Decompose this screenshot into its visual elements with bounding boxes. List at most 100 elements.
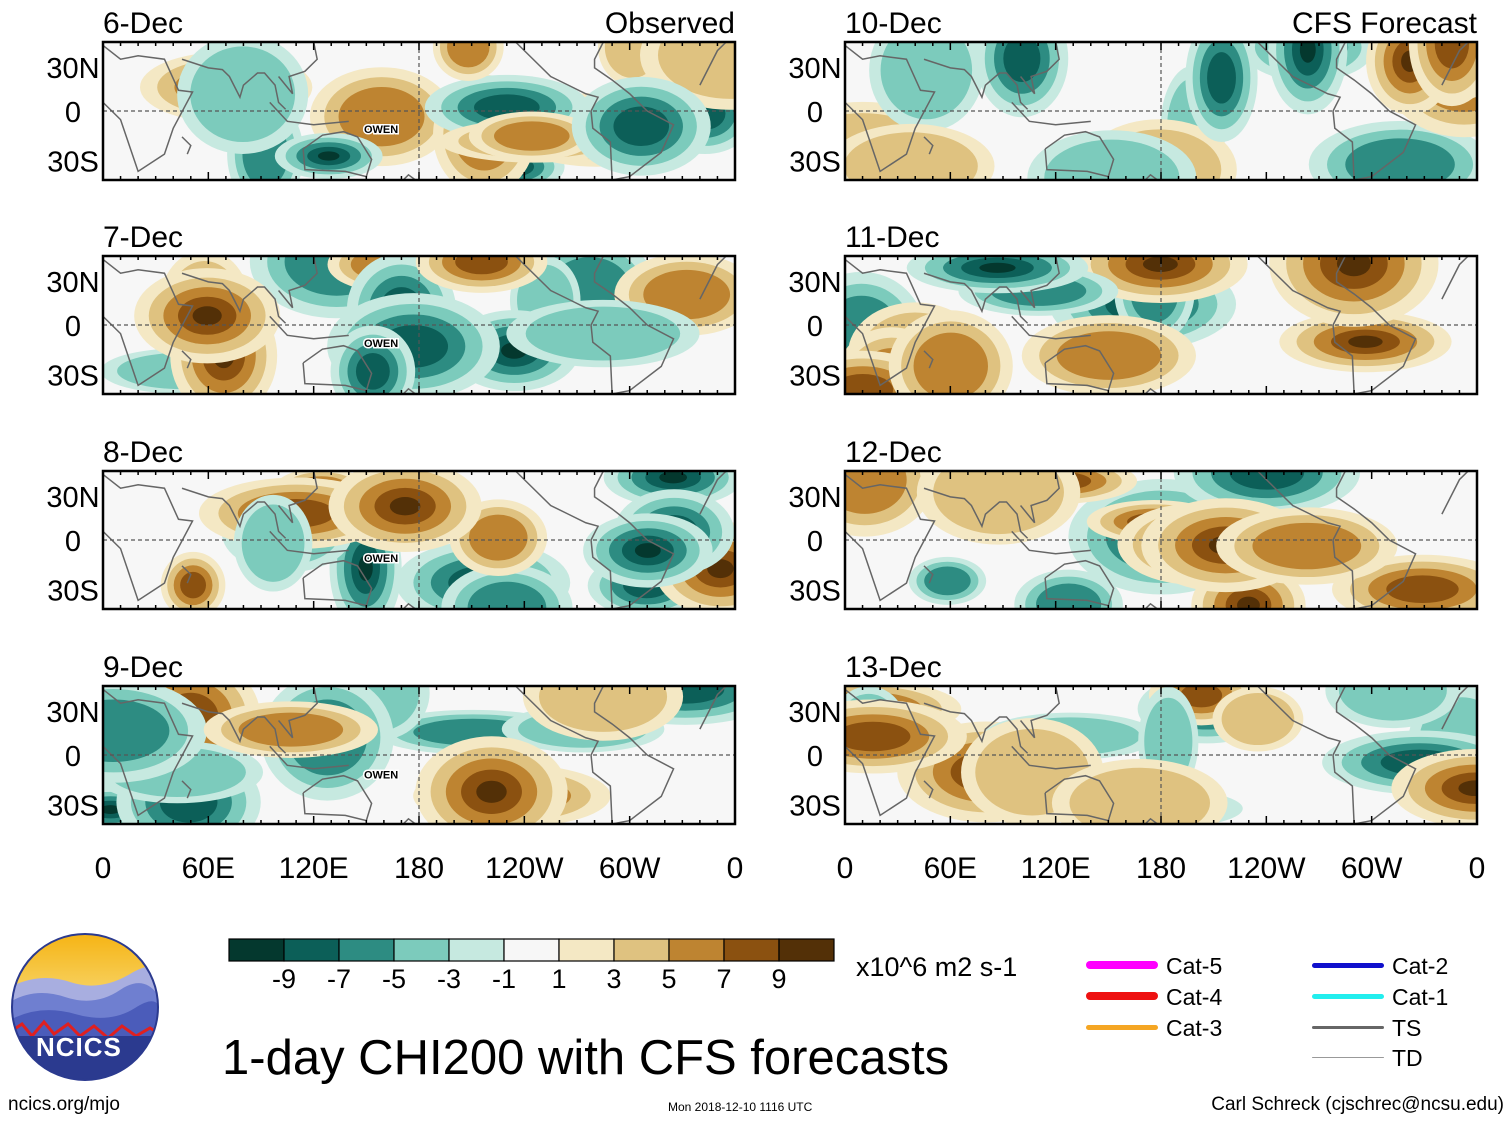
colorbar-tick-label: -5 xyxy=(381,964,406,994)
legend-label: Cat-5 xyxy=(1166,953,1223,979)
coastlines xyxy=(845,686,1469,824)
lat-label: 30S xyxy=(47,791,99,823)
lat-label: 30N xyxy=(788,697,841,729)
lon-label: 180 xyxy=(1136,852,1186,885)
lat-label: 30N xyxy=(46,53,99,85)
panel-date: 9-Dec xyxy=(103,651,183,684)
lat-label: 30S xyxy=(47,361,99,393)
storm-label: OWEN xyxy=(364,338,398,350)
legend-label: Cat-4 xyxy=(1166,984,1223,1010)
colorbar-tick-label: -7 xyxy=(326,964,351,994)
coastlines xyxy=(103,471,727,609)
lon-label: 120E xyxy=(1021,852,1091,885)
lat-label: 0 xyxy=(65,97,81,129)
colorbar-swatch xyxy=(668,938,725,962)
lat-label: 30S xyxy=(47,147,99,179)
map-panel-10-Dec: 10-Dec CFS Forecast 30N 0 30S xyxy=(788,7,1479,182)
legend-label: Cat-2 xyxy=(1392,953,1449,979)
colorbar-swatch xyxy=(613,938,670,962)
column-title: Observed xyxy=(605,7,735,40)
lat-label: 0 xyxy=(65,526,81,558)
coastlines xyxy=(103,686,727,824)
lat-label: 30S xyxy=(789,361,841,393)
map-panel-6-Dec: 6-Dec Observed OWEN 30N 0 30S xyxy=(46,7,737,182)
colorbar-swatch xyxy=(503,938,560,962)
colorbar-tick-label: 1 xyxy=(551,964,567,994)
legend-line-TD xyxy=(1312,1056,1384,1058)
lat-label: 30N xyxy=(788,53,841,85)
colorbar-units: x10^6 m2 s-1 xyxy=(856,952,1018,982)
lat-label: 30S xyxy=(47,576,99,608)
ncics-logo-icon xyxy=(11,933,159,1081)
colorbar-tick-label: -9 xyxy=(271,964,296,994)
coastlines xyxy=(845,42,1469,180)
colorbar-tick-label: -3 xyxy=(436,964,461,994)
storm-label: OWEN xyxy=(364,553,398,565)
lon-label: 60W xyxy=(599,852,661,885)
panel-date: 12-Dec xyxy=(845,436,942,469)
coastlines xyxy=(845,471,1469,609)
lat-label: 0 xyxy=(65,741,81,773)
colorbar-swatch xyxy=(558,938,615,962)
anomaly-field xyxy=(845,42,1477,180)
legend-line-Cat-2 xyxy=(1312,962,1384,968)
footer-timestamp: Mon 2018-12-10 1116 UTC xyxy=(668,1100,813,1114)
legend-label: Cat-1 xyxy=(1392,984,1449,1010)
legend-label: TS xyxy=(1392,1015,1422,1041)
colorbar-tick-label: 5 xyxy=(661,964,677,994)
lon-label: 60E xyxy=(182,852,235,885)
footer-website-link[interactable]: ncics.org/mjo xyxy=(8,1094,120,1115)
lon-label: 180 xyxy=(394,852,444,885)
lon-label: 60W xyxy=(1341,852,1403,885)
colorbar xyxy=(228,938,835,962)
colorbar-swatch xyxy=(338,938,395,962)
logo-text: NCICS xyxy=(36,1032,122,1062)
storm-label: OWEN xyxy=(364,769,398,781)
legend-line-Cat-4 xyxy=(1086,992,1158,1000)
panel-date: 6-Dec xyxy=(103,7,183,40)
lat-label: 30S xyxy=(789,791,841,823)
legend-line-TS xyxy=(1312,1025,1384,1029)
lat-label: 0 xyxy=(65,311,81,343)
lon-label: 120W xyxy=(1227,852,1306,885)
lon-label: 60E xyxy=(924,852,977,885)
colorbar-swatch xyxy=(723,938,780,962)
legend-line-Cat-5 xyxy=(1086,961,1158,969)
lon-label: 0 xyxy=(95,852,112,885)
lat-label: 0 xyxy=(807,311,823,343)
lon-label: 0 xyxy=(727,852,744,885)
storm-label: OWEN xyxy=(364,124,398,136)
lat-label: 0 xyxy=(807,741,823,773)
colorbar-swatch xyxy=(393,938,450,962)
lon-label: 0 xyxy=(837,852,854,885)
colorbar-swatch xyxy=(448,938,505,962)
legend-label: TD xyxy=(1392,1045,1423,1071)
colorbar-tick-label: -1 xyxy=(491,964,516,994)
footer-author: Carl Schreck (cjschrec@ncsu.edu) xyxy=(1211,1094,1504,1115)
lat-label: 30N xyxy=(788,482,841,514)
column-title: CFS Forecast xyxy=(1292,7,1478,40)
legend-line-Cat-1 xyxy=(1312,993,1384,999)
lat-label: 0 xyxy=(807,97,823,129)
map-panel-9-Dec: 9-Dec OWEN 30N 0 30S 0 60E 120E 180 120W 60W 0 xyxy=(46,651,744,885)
lon-label: 120E xyxy=(279,852,349,885)
anomaly-field xyxy=(845,471,1477,609)
legend-line-Cat-3 xyxy=(1086,1024,1158,1030)
lat-label: 30N xyxy=(46,482,99,514)
map-panel-8-Dec: 8-Dec OWEN 30N 0 30S xyxy=(46,436,737,611)
colorbar-tick-label: 3 xyxy=(606,964,622,994)
lon-label: 120W xyxy=(485,852,564,885)
panel-date: 7-Dec xyxy=(103,221,183,254)
panel-date: 8-Dec xyxy=(103,436,183,469)
lat-label: 30N xyxy=(46,697,99,729)
coastlines xyxy=(103,42,727,180)
anomaly-field xyxy=(845,686,1477,824)
lat-label: 30S xyxy=(789,576,841,608)
lat-label: 30N xyxy=(788,267,841,299)
panel-date: 13-Dec xyxy=(845,651,942,684)
figure-title: 1-day CHI200 with CFS forecasts xyxy=(222,1031,950,1085)
